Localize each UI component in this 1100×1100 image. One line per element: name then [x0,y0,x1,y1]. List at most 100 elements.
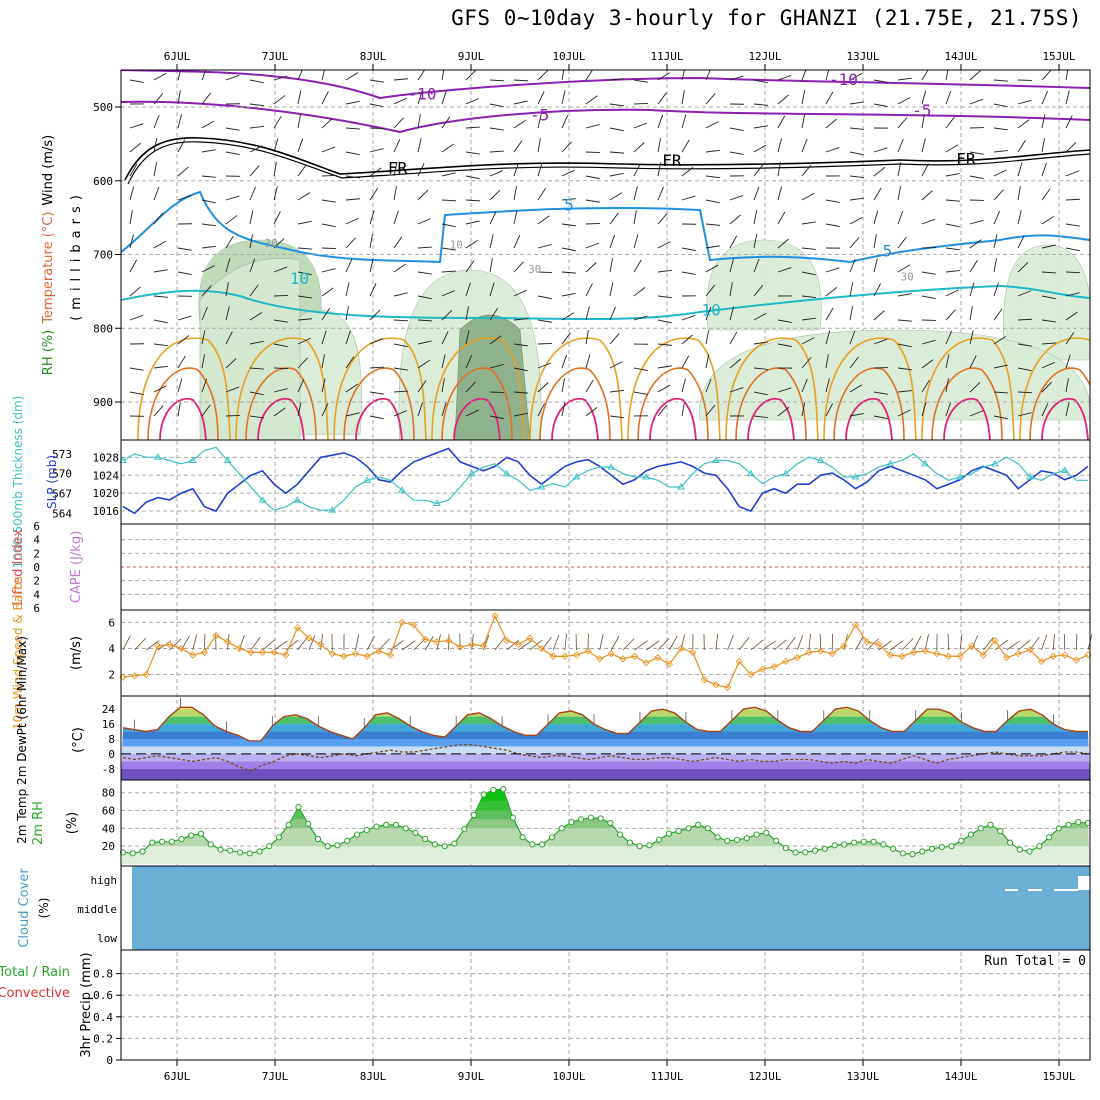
wind-speed-point [921,647,929,655]
wind-barb [465,330,470,345]
wind-barb [1065,90,1070,105]
wind-barb [129,367,144,371]
wind-speed-point [816,647,825,655]
wind-speed-point [514,640,522,649]
wind-barb [513,162,519,177]
wind-barb [873,283,881,297]
wind-barb [945,144,959,153]
temp-tick-label: 16 [102,718,115,731]
isotherm-freezing [124,137,1090,181]
wind-barb [873,391,888,395]
wind-barb [801,90,806,105]
wind-barb [897,117,908,129]
isotherm-20 [431,337,525,440]
wind-barb [153,405,164,417]
wind-barb [537,188,547,201]
wind-barb [705,93,716,105]
rh-point [539,841,546,848]
wind-barb [513,119,526,129]
wind-barb [489,103,504,108]
wind-barb [489,391,505,393]
wind-speed-point [1072,656,1081,664]
wind-barb [777,138,783,153]
rh-band [121,810,1090,820]
isotherm-25 [147,367,219,440]
cross-section-plot [121,70,1090,440]
wind-speed-point [258,648,267,656]
precip-unit-title: 3hr Precip (mm) [79,952,94,1057]
wind-barb [897,319,912,322]
rh-point [178,835,185,843]
rh-point [402,825,409,832]
contour-label: 30 [900,270,913,283]
wind-barb [762,640,776,651]
rh-point [763,829,770,836]
wind-speed-point [142,670,150,679]
rh-point [207,841,214,848]
wind-barb [1017,235,1025,249]
wind-barb [273,294,289,297]
wind-barb [321,354,325,369]
temperature-band [121,761,1090,769]
wind-barb [177,90,181,105]
li-tick-label: 2 [33,575,40,588]
wind-barb [610,635,620,651]
wind-barb [203,633,206,651]
isotherm-25 [1029,367,1090,440]
pressure-tick-label: 800 [93,322,113,335]
wind-barb [729,151,744,155]
wind-barb [249,340,264,345]
li-tick-label: 0 [33,561,40,574]
wind-barb [633,186,638,201]
cloud-level-label: middle [77,903,117,916]
wind-barb [489,335,502,345]
rh-point [860,838,867,845]
wind-barb [561,271,576,274]
wind-barb [890,640,904,651]
wind-tick-label: 2 [108,668,115,681]
wind-speed-point [328,650,336,658]
cloud-level-label: high [91,874,118,887]
wind-barb [993,282,999,297]
wind-barb [1065,115,1073,129]
wind-barb [1017,318,1033,321]
wind-barb [801,295,816,299]
wind-barb [993,391,1008,394]
wind-barb [417,340,432,345]
wind-barb [489,170,504,177]
thickness-point [851,473,860,480]
rh-point [519,834,526,841]
wind-barb [321,118,333,129]
wind-speed-point [596,655,604,663]
wind-barb [537,295,552,300]
wind-barb [153,162,158,177]
rh-2m-panel: 80 60 40 20 2m RH (%) [31,779,1092,867]
wind-barb [753,284,764,297]
wind-barb [369,188,379,201]
wind-barb [1065,198,1081,201]
isotherm-25 [735,367,807,440]
cloud-unit-title: (%) [37,898,51,919]
wind-barb [489,308,499,321]
wind-barb [921,114,925,129]
wind-barb [657,138,662,153]
wind-barb [177,194,192,201]
wind-speed-point [607,650,615,658]
wind-barb [134,638,146,651]
wind-barb [369,415,384,420]
wind-barb [513,261,524,273]
wind-barb [945,378,949,393]
rh-point [305,820,312,828]
wind-barb [345,412,360,417]
wind-barb [561,292,576,297]
thickness-axis-title: 1000-500mb Thickness (dm) [11,396,25,569]
wind-barb [561,141,572,153]
wind-barb [369,391,384,395]
wind-barb [225,258,231,273]
wind-speed-point [561,652,569,660]
wind-barb [489,211,497,225]
wind-barb [369,79,384,83]
wind-barb [249,210,254,225]
wind-barb [705,149,720,153]
